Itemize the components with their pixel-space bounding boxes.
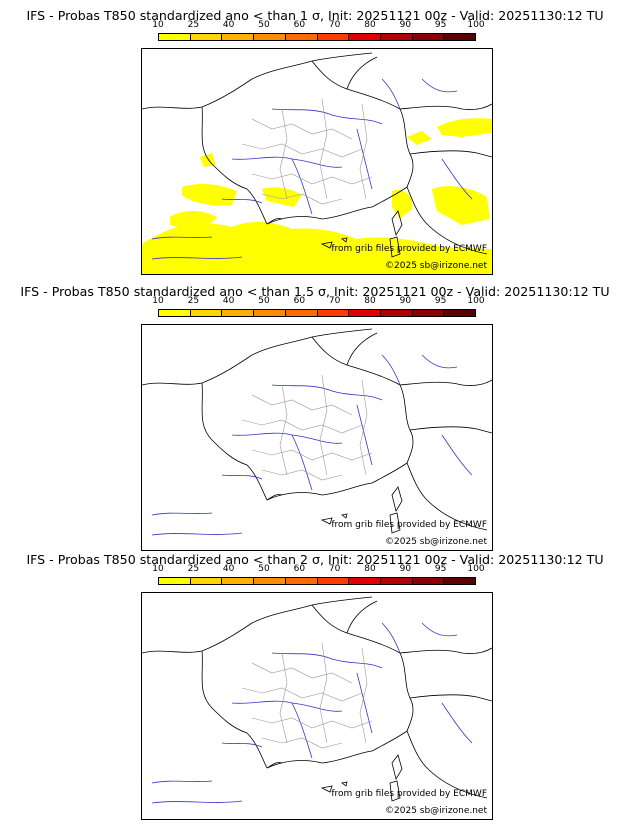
probability-map: from grib files provided by ECMWF ©2025 … bbox=[141, 324, 493, 551]
colorbar bbox=[158, 309, 476, 317]
colorbar-segment bbox=[317, 34, 350, 40]
colorbar-tick-label: 95 bbox=[434, 564, 447, 574]
colorbar-tick-label: 95 bbox=[434, 296, 447, 306]
colorbar-tick-label: 40 bbox=[222, 296, 235, 306]
colorbar-tick-label: 40 bbox=[222, 20, 235, 30]
panel-title: IFS - Probas T850 standardized ano < tha… bbox=[26, 552, 604, 567]
colorbar-segment bbox=[349, 34, 381, 40]
region-boundaries bbox=[241, 374, 373, 481]
colorbar-segment bbox=[317, 578, 350, 584]
colorbar-tick-label: 90 bbox=[399, 564, 412, 574]
panel-2: IFS - Probas T850 standardized ano < tha… bbox=[0, 276, 630, 552]
colorbar-segment bbox=[222, 34, 255, 40]
rivers bbox=[151, 354, 473, 536]
probability-area bbox=[142, 118, 492, 274]
colorbar-tick-label: 25 bbox=[187, 296, 200, 306]
coastline bbox=[142, 52, 488, 258]
data-source-credit: from grib files provided by ECMWF bbox=[331, 789, 487, 799]
panel-1: IFS - Probas T850 standardized ano < tha… bbox=[0, 0, 630, 276]
colorbar-segment bbox=[412, 578, 445, 584]
colorbar-tick-label: 80 bbox=[364, 20, 376, 30]
colorbar-tick-label: 80 bbox=[364, 296, 376, 306]
region-boundaries bbox=[241, 642, 373, 749]
coastline bbox=[142, 596, 488, 802]
colorbar-segment bbox=[285, 578, 318, 584]
data-source-credit: from grib files provided by ECMWF bbox=[331, 244, 487, 254]
colorbar-segment bbox=[285, 310, 318, 316]
colorbar-segment bbox=[349, 310, 381, 316]
colorbar-tick-label: 70 bbox=[328, 564, 341, 574]
colorbar-tick-label: 90 bbox=[399, 20, 412, 30]
rivers bbox=[151, 622, 473, 804]
colorbar-tick-label: 25 bbox=[187, 564, 200, 574]
colorbar-tick-label: 10 bbox=[152, 20, 164, 30]
colorbar-tick-label: 60 bbox=[293, 20, 306, 30]
colorbar-tick-label: 100 bbox=[467, 296, 485, 306]
colorbar-segment bbox=[159, 310, 191, 316]
colorbar-segment bbox=[380, 34, 413, 40]
colorbar-segment bbox=[222, 310, 255, 316]
colorbar-segment bbox=[412, 310, 445, 316]
copyright-credit: ©2025 sb@irizone.net bbox=[385, 261, 487, 271]
colorbar-tick-label: 40 bbox=[222, 564, 235, 574]
coastline bbox=[142, 328, 488, 534]
colorbar-segment bbox=[222, 578, 255, 584]
colorbar-tick-label: 50 bbox=[258, 20, 270, 30]
colorbar-segment bbox=[190, 310, 223, 316]
colorbar-segment bbox=[412, 34, 445, 40]
colorbar-segment bbox=[190, 578, 223, 584]
colorbar-ticks: 10 25 40 50 60 70 80 90 95 100 bbox=[152, 564, 484, 575]
colorbar-tick-label: 10 bbox=[152, 564, 164, 574]
colorbar-tick-label: 10 bbox=[152, 296, 164, 306]
colorbar-segment bbox=[254, 578, 286, 584]
panel-title: IFS - Probas T850 standardized ano < tha… bbox=[26, 8, 604, 23]
colorbar-segment bbox=[444, 310, 476, 316]
map-layer bbox=[142, 596, 492, 804]
colorbar-tick-label: 70 bbox=[328, 20, 341, 30]
colorbar-segment bbox=[380, 578, 413, 584]
panel-3: IFS - Probas T850 standardized ano < tha… bbox=[0, 544, 630, 820]
probability-map: from grib files provided by ECMWF ©2025 … bbox=[141, 592, 493, 820]
colorbar-segment bbox=[190, 34, 223, 40]
colorbar-tick-label: 95 bbox=[434, 20, 447, 30]
colorbar-ticks: 10 25 40 50 60 70 80 90 95 100 bbox=[152, 20, 484, 31]
colorbar-segment bbox=[159, 34, 191, 40]
country-borders bbox=[266, 332, 492, 501]
colorbar-tick-label: 80 bbox=[364, 564, 376, 574]
colorbar-tick-label: 50 bbox=[258, 296, 270, 306]
colorbar-segment bbox=[285, 34, 318, 40]
colorbar-tick-label: 70 bbox=[328, 296, 341, 306]
colorbar-segment bbox=[444, 578, 476, 584]
colorbar-segment bbox=[444, 34, 476, 40]
colorbar-tick-label: 50 bbox=[258, 564, 270, 574]
data-source-credit: from grib files provided by ECMWF bbox=[331, 520, 487, 530]
colorbar bbox=[158, 577, 476, 585]
probability-map: from grib files provided by ECMWF ©2025 … bbox=[141, 48, 493, 275]
country-borders bbox=[266, 600, 492, 769]
region-boundaries bbox=[241, 98, 373, 205]
colorbar-tick-label: 100 bbox=[467, 20, 485, 30]
colorbar-segment bbox=[254, 34, 286, 40]
colorbar bbox=[158, 33, 476, 41]
colorbar-tick-label: 60 bbox=[293, 296, 306, 306]
copyright-credit: ©2025 sb@irizone.net bbox=[385, 806, 487, 816]
colorbar-tick-label: 90 bbox=[399, 296, 412, 306]
colorbar-segment bbox=[349, 578, 381, 584]
map-layer bbox=[142, 52, 492, 274]
copyright-credit: ©2025 sb@irizone.net bbox=[385, 537, 487, 547]
colorbar-ticks: 10 25 40 50 60 70 80 90 95 100 bbox=[152, 296, 484, 307]
colorbar-segment bbox=[254, 310, 286, 316]
colorbar-segment bbox=[380, 310, 413, 316]
rivers bbox=[151, 78, 473, 260]
map-layer bbox=[142, 328, 492, 536]
panel-title: IFS - Probas T850 standardized ano < tha… bbox=[20, 284, 610, 299]
colorbar-segment bbox=[317, 310, 350, 316]
colorbar-tick-label: 60 bbox=[293, 564, 306, 574]
colorbar-tick-label: 25 bbox=[187, 20, 200, 30]
colorbar-segment bbox=[159, 578, 191, 584]
colorbar-tick-label: 100 bbox=[467, 564, 485, 574]
